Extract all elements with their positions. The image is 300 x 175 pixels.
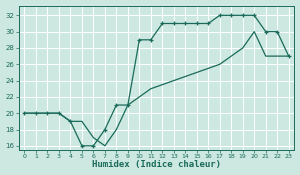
X-axis label: Humidex (Indice chaleur): Humidex (Indice chaleur) [92,160,221,169]
